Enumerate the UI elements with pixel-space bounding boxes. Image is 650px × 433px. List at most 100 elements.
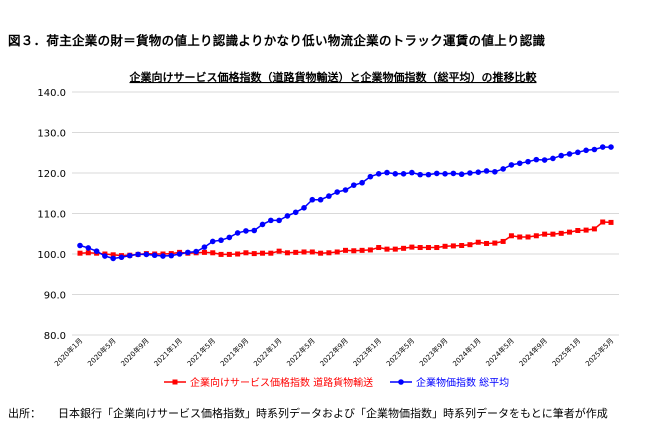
data-point xyxy=(392,246,398,252)
data-point xyxy=(508,162,515,168)
data-point xyxy=(409,244,415,250)
legend-marker xyxy=(398,379,404,385)
data-point xyxy=(500,238,506,244)
data-point xyxy=(110,255,116,262)
data-point xyxy=(334,249,340,255)
x-tick-label: 2025年1月 xyxy=(550,336,582,368)
series-line xyxy=(79,146,611,260)
data-point xyxy=(425,171,432,178)
data-point xyxy=(284,250,290,256)
data-point xyxy=(351,248,357,254)
x-tick-label: 2021年1月 xyxy=(152,336,184,368)
data-point xyxy=(201,244,208,250)
legend-item: 企業物価指数 総平均 xyxy=(390,376,509,389)
series-layer xyxy=(77,144,614,262)
data-point xyxy=(400,171,407,177)
data-point xyxy=(359,179,365,186)
data-point xyxy=(433,170,440,177)
data-point xyxy=(475,169,482,175)
data-point xyxy=(218,251,224,257)
data-point xyxy=(442,171,448,177)
x-tick-label: 2021年9月 xyxy=(218,336,250,368)
data-point xyxy=(268,250,274,256)
data-point xyxy=(160,253,166,259)
data-point xyxy=(93,248,100,254)
data-point xyxy=(583,147,589,154)
data-point xyxy=(458,171,465,178)
x-tick-label: 2025年5月 xyxy=(583,336,615,368)
x-tick-label: 2023年5月 xyxy=(384,336,416,368)
x-tick-label: 2022年1月 xyxy=(252,336,284,368)
data-point xyxy=(392,171,399,177)
data-point xyxy=(85,250,91,256)
data-point xyxy=(118,254,125,261)
data-point xyxy=(235,251,241,257)
data-point xyxy=(251,251,257,257)
data-point xyxy=(218,237,224,244)
data-point xyxy=(318,250,324,256)
data-point xyxy=(508,233,514,239)
chart-title: 企業向けサービス価格指数（道路貨物輸送）と企業物価指数（総平均）の推移比較 xyxy=(129,70,538,84)
data-point xyxy=(384,246,390,252)
data-point xyxy=(309,249,315,255)
data-point xyxy=(575,149,581,156)
data-point xyxy=(417,245,423,251)
data-point xyxy=(284,213,291,219)
data-point xyxy=(434,245,440,251)
data-point xyxy=(525,158,531,165)
data-point xyxy=(550,231,556,237)
x-tick-label: 2024年5月 xyxy=(484,336,516,368)
data-point xyxy=(77,242,83,249)
data-point xyxy=(342,187,349,193)
y-tick-label: 100.0 xyxy=(37,250,66,261)
data-point xyxy=(102,253,108,259)
data-point xyxy=(591,226,597,232)
x-tick-label: 2022年9月 xyxy=(318,336,350,368)
data-point xyxy=(168,252,175,259)
data-point xyxy=(459,242,465,248)
data-point xyxy=(467,170,473,176)
x-tick-label: 2020年9月 xyxy=(119,336,151,368)
data-point xyxy=(425,245,431,251)
data-point xyxy=(450,170,457,177)
y-tick-label: 90.0 xyxy=(44,291,66,302)
x-tick-label: 2022年5月 xyxy=(285,336,317,368)
data-point xyxy=(85,245,92,251)
data-point xyxy=(201,249,207,255)
data-point xyxy=(500,166,506,172)
data-point xyxy=(583,227,589,233)
data-point xyxy=(259,221,266,228)
data-point xyxy=(401,245,407,251)
data-point xyxy=(193,248,199,255)
legend-item: 企業向けサービス価格指数 道路貨物輸送 xyxy=(164,376,373,389)
data-point xyxy=(375,171,382,177)
gridlines xyxy=(72,91,619,336)
data-point xyxy=(591,146,598,153)
data-point xyxy=(475,239,481,245)
data-point xyxy=(243,250,249,256)
data-point xyxy=(260,250,266,256)
x-axis-ticks: 2020年1月 2020年5月 2020年9月 2021年1月 2021年5月 2021年… xyxy=(52,336,615,368)
data-point xyxy=(210,250,216,256)
data-point xyxy=(243,228,249,234)
data-point xyxy=(77,250,83,256)
data-point xyxy=(251,227,258,234)
data-point xyxy=(558,230,564,236)
y-tick-label: 110.0 xyxy=(37,210,66,221)
data-point xyxy=(326,250,332,256)
x-tick-label: 2020年5月 xyxy=(86,336,118,368)
data-point xyxy=(301,249,307,255)
data-point xyxy=(276,217,282,224)
x-tick-label: 2024年9月 xyxy=(517,336,549,368)
data-point xyxy=(542,231,548,237)
data-point xyxy=(442,243,448,249)
data-point xyxy=(367,173,374,180)
data-point xyxy=(367,247,373,253)
series-1 xyxy=(77,219,614,259)
data-point xyxy=(517,234,523,240)
data-point xyxy=(185,249,191,256)
x-tick-label: 2024年1月 xyxy=(451,336,483,368)
data-point xyxy=(450,243,456,249)
data-point xyxy=(110,252,116,258)
